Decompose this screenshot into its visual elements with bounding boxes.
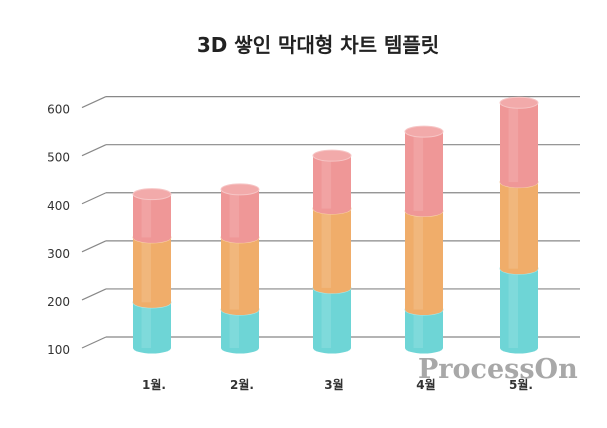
- x-tick-label: 1월.: [142, 377, 166, 392]
- y-tick-label: 600: [47, 103, 70, 117]
- chart-title: 3D 쌓인 막대형 차트 템플릿: [197, 33, 439, 57]
- bar-segment: [312, 202, 352, 294]
- bar-segment: [499, 262, 539, 354]
- x-tick-label: 2월.: [230, 377, 254, 392]
- bar-segment: [220, 183, 260, 243]
- y-tick-label: 300: [47, 247, 70, 261]
- bar-segment: [499, 176, 539, 275]
- watermark: ProcessOn: [418, 354, 578, 385]
- gridline: [81, 95, 580, 109]
- x-axis-labels: 1월. 2월. 3월 4월 5월.: [142, 377, 533, 392]
- bars: [132, 96, 539, 354]
- bar-segment: [132, 231, 172, 308]
- y-tick-label: 200: [47, 295, 70, 309]
- x-tick-label: 4월: [416, 377, 435, 392]
- bar-segment: [312, 149, 352, 215]
- y-tick-label: 100: [47, 343, 70, 357]
- bar-segment: [404, 204, 444, 316]
- bar-segment: [220, 231, 260, 316]
- y-tick-label: 500: [47, 151, 70, 165]
- y-tick-label: 400: [47, 199, 70, 213]
- x-tick-label: 5월.: [509, 377, 533, 392]
- bar-segment: [404, 125, 444, 217]
- x-tick-label: 3월: [324, 377, 343, 392]
- bar-segment: [132, 188, 172, 243]
- bar-segment: [499, 96, 539, 188]
